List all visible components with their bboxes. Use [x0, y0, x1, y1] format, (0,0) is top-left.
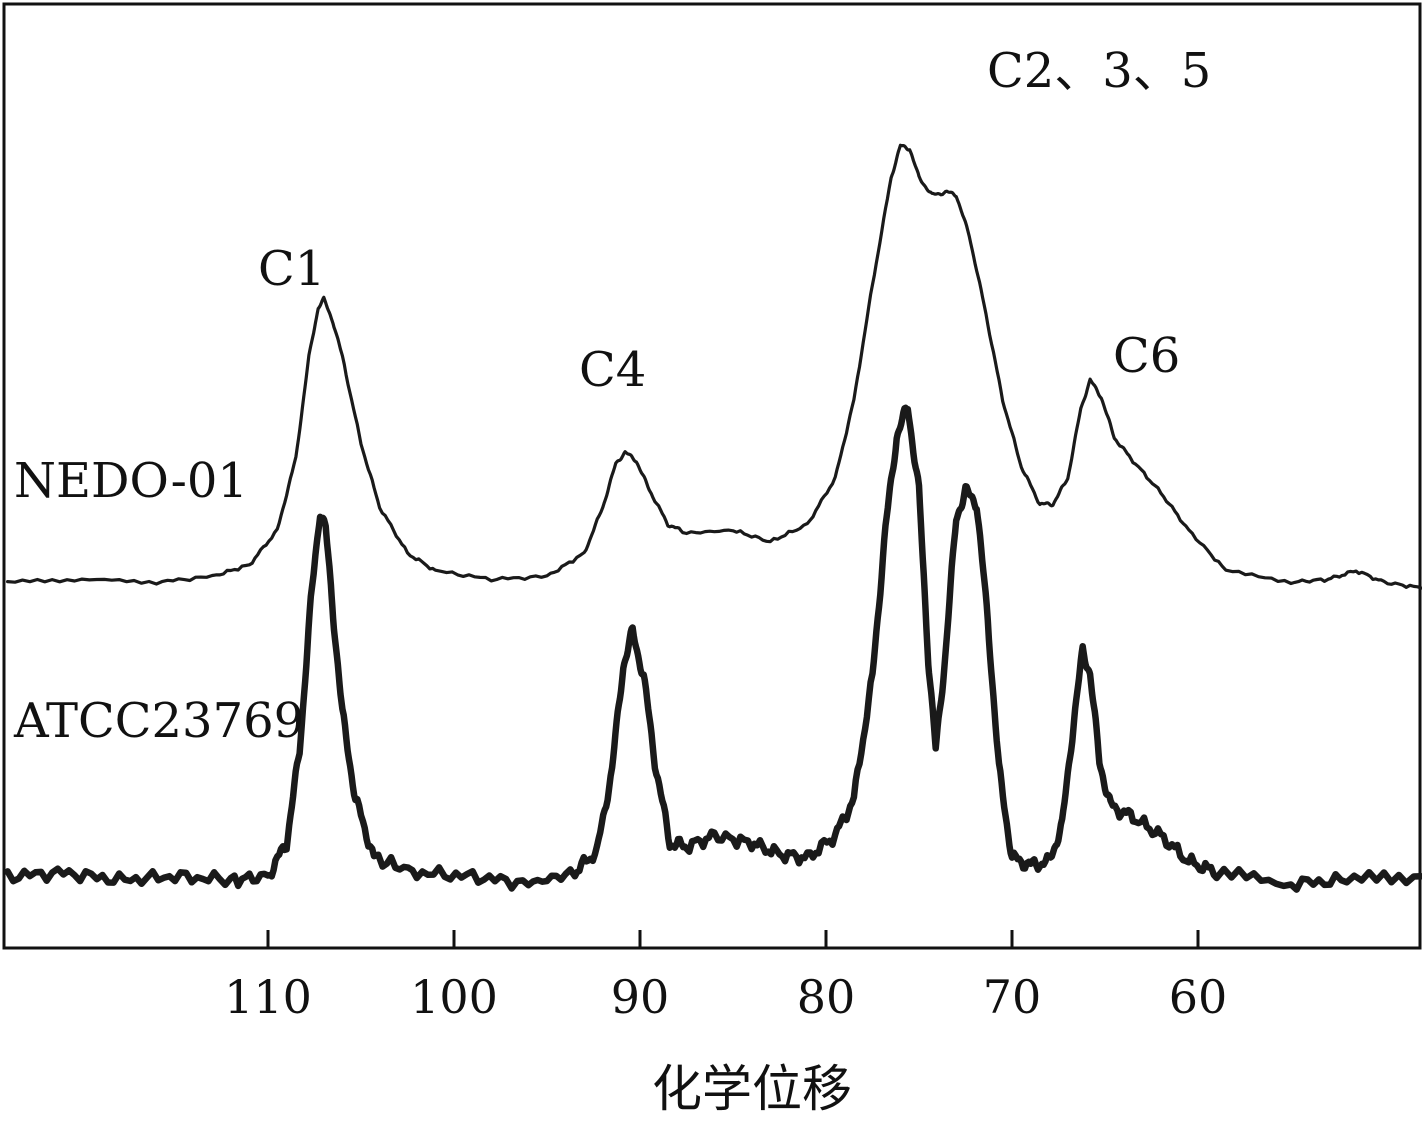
peak-label-c1: C1	[258, 241, 325, 297]
x-tick-label: 60	[1169, 970, 1228, 1024]
x-tick-label: 100	[410, 970, 498, 1024]
plot-frame	[2, 2, 1422, 950]
peak-label-c235: C2、3、5	[987, 43, 1211, 99]
series-line-atcc23769	[4, 404, 1422, 893]
series-label-nedo01: NEDO-01	[14, 453, 248, 509]
peak-label-c4: C4	[579, 342, 646, 398]
x-tick-label: 90	[611, 970, 670, 1024]
x-axis-title: 化学位移	[652, 1060, 852, 1118]
x-tick-label: 80	[797, 970, 856, 1024]
series-label-atcc23769: ATCC23769	[13, 693, 304, 749]
x-axis-ticks	[266, 930, 1200, 948]
x-tick-label: 110	[224, 970, 312, 1024]
series-lines	[4, 143, 1422, 893]
peak-label-c6: C6	[1113, 328, 1180, 384]
x-axis-tick-labels: 110 100 90 80 70 60	[224, 970, 1227, 1024]
x-tick-label: 70	[983, 970, 1042, 1024]
series-line-nedo-01	[6, 143, 1422, 590]
